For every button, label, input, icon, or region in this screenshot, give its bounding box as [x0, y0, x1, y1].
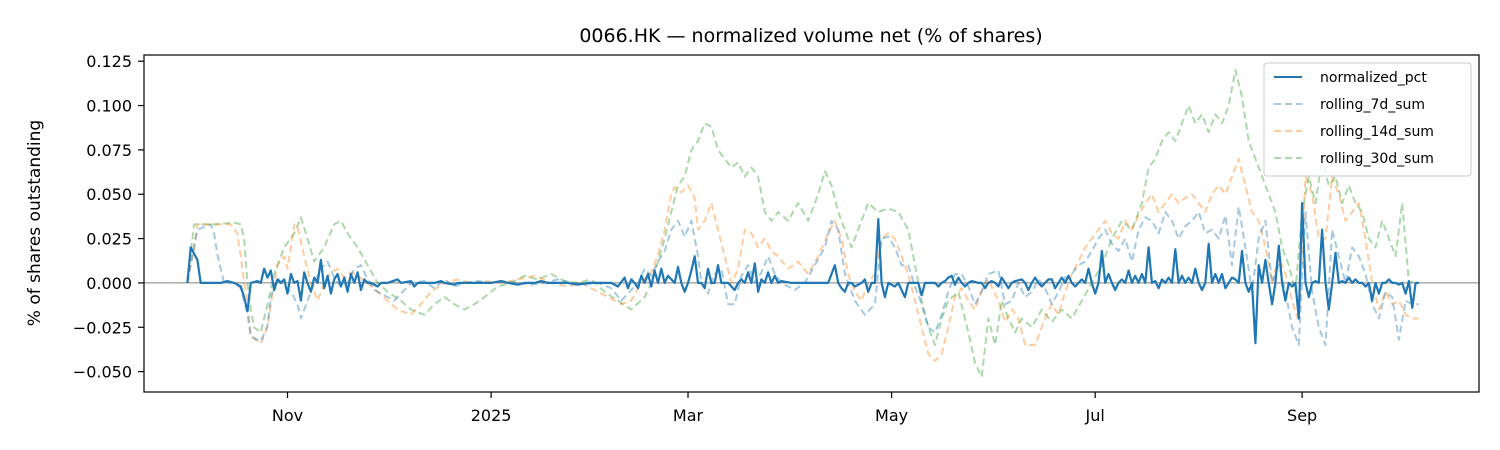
x-tick-label: Sep — [1287, 406, 1317, 425]
y-tick-label: 0.100 — [86, 97, 132, 116]
x-tick-label: Mar — [673, 406, 704, 425]
series-line-normalized-pct — [186, 202, 1419, 345]
series-line-rolling-30d-sum — [186, 69, 1417, 378]
series-line-rolling-14d-sum — [186, 157, 1419, 362]
legend-label-rolling-14d-sum: rolling_14d_sum — [1320, 124, 1434, 140]
legend-box — [1263, 62, 1472, 177]
chart-title: 0066.HK — normalized volume net (% of sh… — [579, 25, 1042, 47]
legend-label-rolling-30d-sum: rolling_30d_sum — [1320, 151, 1434, 167]
x-tick-label: May — [875, 406, 908, 425]
legend: normalized_pct rolling_7d_sum rolling_14d_… — [1263, 62, 1472, 177]
y-tick-label: 0.025 — [86, 230, 132, 249]
series-line-rolling-7d-sum — [186, 205, 1419, 346]
y-axis-label: % of shares outstanding — [25, 120, 45, 326]
x-tick-label: 2025 — [471, 406, 512, 425]
y-tick-label: 0.000 — [86, 274, 132, 293]
y-tick-label: −0.050 — [73, 363, 132, 382]
axes-frame — [143, 54, 1480, 393]
y-tick-label: 0.075 — [86, 141, 132, 160]
axes: −0.050 −0.025 0.000 0.025 0.050 0.075 0.100 0.1… — [73, 52, 1480, 425]
x-tick-label: Nov — [272, 406, 303, 425]
legend-label-normalized-pct: normalized_pct — [1320, 70, 1427, 86]
plot-area — [144, 69, 1479, 378]
legend-label-rolling-7d-sum: rolling_7d_sum — [1320, 97, 1425, 113]
y-tick-label: 0.050 — [86, 185, 132, 204]
x-tick-label: Jul — [1085, 406, 1105, 425]
y-tick-label: 0.125 — [86, 52, 132, 71]
y-tick-label: −0.025 — [73, 318, 132, 337]
